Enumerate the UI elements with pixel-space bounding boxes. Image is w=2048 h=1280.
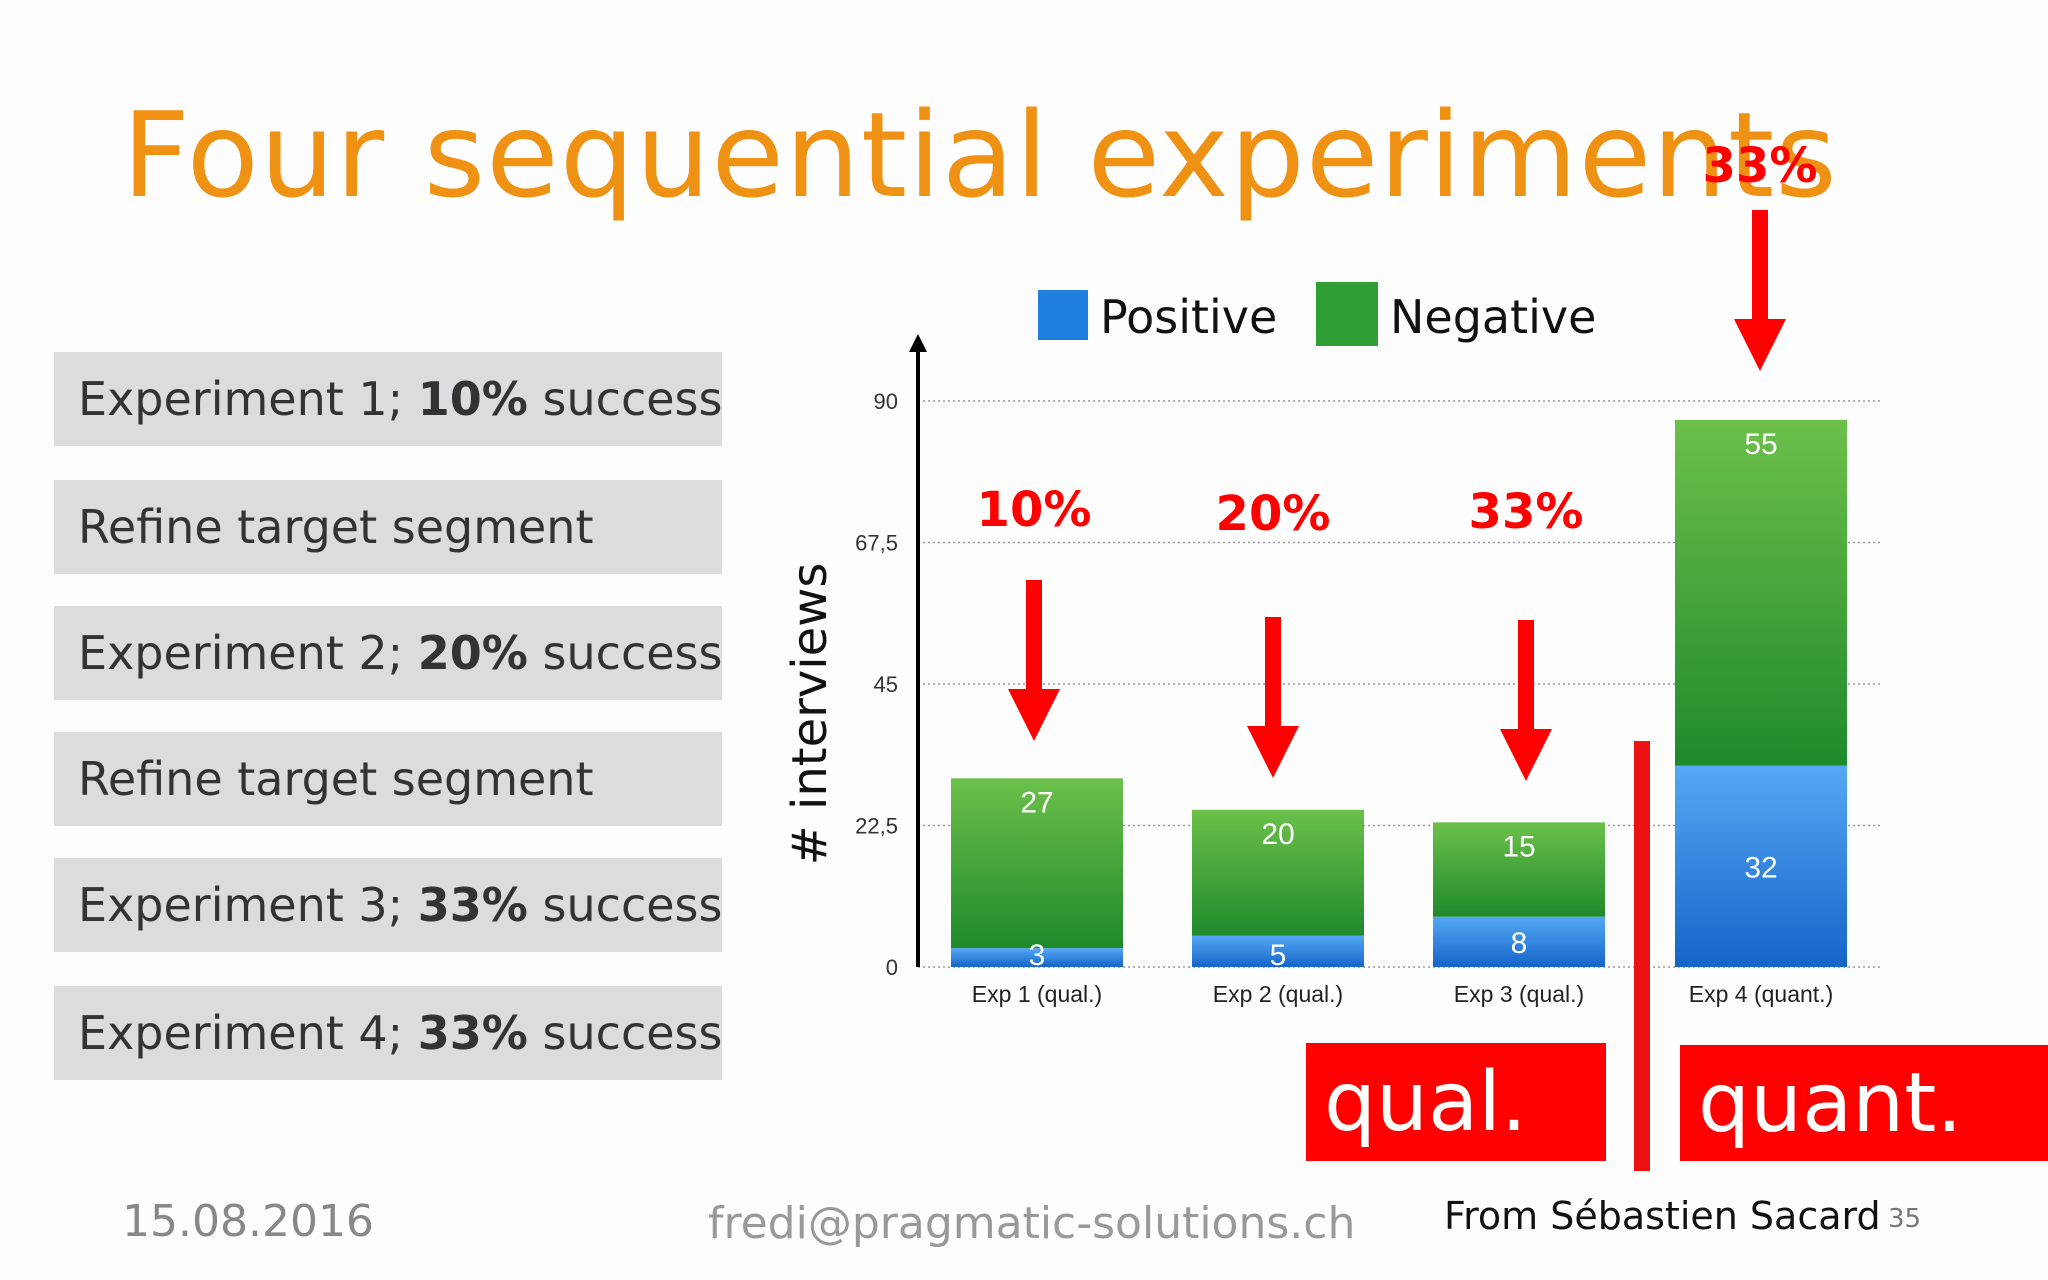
- slide-title: Four sequential experiments: [122, 86, 1838, 224]
- bar-value-label-negative: 55: [1744, 428, 1777, 461]
- step-refine-1: Refine target segment: [54, 480, 722, 574]
- y-tick-label: 45: [874, 672, 898, 697]
- x-tick-label: Exp 1 (qual.): [972, 981, 1102, 1007]
- x-tick-label: Exp 4 (quant.): [1689, 981, 1833, 1007]
- y-tick-label: 67,5: [855, 531, 898, 556]
- bar-negative: [1433, 822, 1605, 917]
- qual-tag: qual.: [1306, 1043, 1606, 1161]
- step-text: Experiment 4;: [78, 1006, 418, 1060]
- step-text: Refine target segment: [78, 752, 594, 806]
- qual-quant-divider: [1634, 741, 1650, 1171]
- step-suffix: success: [527, 1006, 722, 1060]
- x-tick-label: Exp 3 (qual.): [1454, 981, 1584, 1007]
- red-down-arrow-icon: [1500, 729, 1552, 781]
- bar-positive: [1192, 935, 1364, 967]
- step-suffix: success: [527, 626, 722, 680]
- step-experiment-3: Experiment 3; 33% success: [54, 858, 722, 952]
- red-arrow-shaft: [1752, 210, 1768, 321]
- annotation-percent: 20%: [1216, 486, 1331, 542]
- step-text: Experiment 1;: [78, 372, 418, 426]
- legend-swatch-positive: [1038, 290, 1088, 340]
- footer-date: 15.08.2016: [122, 1196, 374, 1247]
- step-suffix: success: [527, 372, 722, 426]
- red-down-arrow-icon: [1008, 689, 1060, 741]
- step-percent: 33%: [417, 878, 528, 932]
- bar-positive: [1675, 765, 1847, 967]
- red-arrow-shaft: [1265, 617, 1281, 728]
- legend-label-positive: Positive: [1100, 290, 1277, 344]
- bar-value-label-positive: 8: [1511, 927, 1528, 960]
- y-tick-label: 0: [886, 955, 898, 980]
- red-arrow-shaft: [1518, 620, 1534, 731]
- y-axis-arrow-icon: [909, 334, 927, 352]
- step-experiment-4: Experiment 4; 33% success: [54, 986, 722, 1080]
- bar-value-label-positive: 3: [1029, 939, 1046, 972]
- annotation-percent: 33%: [1703, 138, 1818, 194]
- red-arrow-shaft: [1026, 580, 1042, 691]
- footer-email: fredi@pragmatic-solutions.ch: [708, 1198, 1356, 1249]
- bar-positive: [951, 948, 1123, 967]
- red-down-arrow-icon: [1247, 726, 1299, 778]
- bar-negative: [1675, 419, 1847, 766]
- red-down-arrow-icon: [1734, 319, 1786, 371]
- step-percent: 10%: [417, 372, 528, 426]
- bar-negative: [1192, 809, 1364, 936]
- bar-value-label-negative: 15: [1502, 830, 1535, 863]
- bar-value-label-negative: 20: [1261, 818, 1294, 851]
- step-percent: 20%: [417, 626, 528, 680]
- step-refine-2: Refine target segment: [54, 732, 722, 826]
- legend-label-negative: Negative: [1390, 290, 1596, 344]
- page-number: 35: [1888, 1204, 1922, 1234]
- step-experiment-1: Experiment 1; 10% success: [54, 352, 722, 446]
- bar-value-label-positive: 5: [1270, 939, 1287, 972]
- annotation-percent: 33%: [1469, 484, 1584, 540]
- bar-value-label-negative: 27: [1020, 786, 1053, 819]
- x-tick-label: Exp 2 (qual.): [1213, 981, 1343, 1007]
- bar-positive: [1433, 916, 1605, 967]
- step-experiment-2: Experiment 2; 20% success: [54, 606, 722, 700]
- step-text: Experiment 3;: [78, 878, 418, 932]
- step-percent: 33%: [417, 1006, 528, 1060]
- step-text: Refine target segment: [78, 500, 594, 554]
- y-axis-title: # interviews: [782, 563, 838, 866]
- annotation-percent: 10%: [977, 482, 1092, 538]
- bar-value-label-positive: 32: [1744, 851, 1777, 884]
- y-tick-label: 90: [874, 389, 898, 414]
- quant-tag: quant.: [1680, 1045, 2048, 1161]
- footer-credit: From Sébastien Sacard: [1444, 1194, 1881, 1238]
- legend-swatch-negative: [1316, 282, 1378, 346]
- step-text: Experiment 2;: [78, 626, 418, 680]
- step-suffix: success: [527, 878, 722, 932]
- bar-negative: [951, 778, 1123, 949]
- y-tick-label: 22,5: [855, 814, 898, 839]
